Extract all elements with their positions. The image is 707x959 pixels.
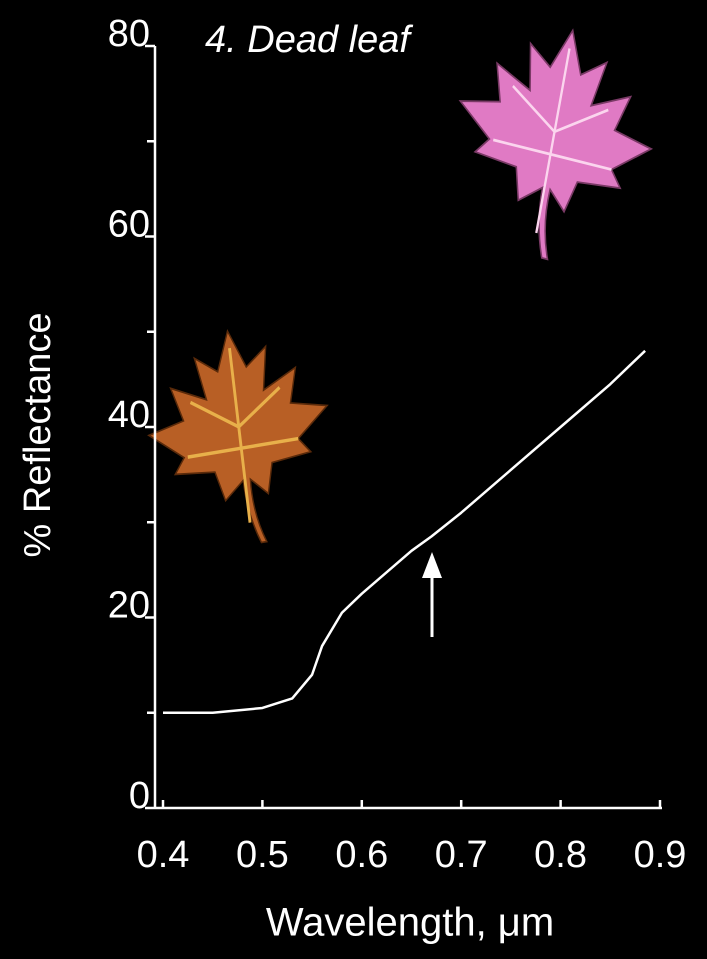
y-tick-label: 20: [108, 585, 150, 627]
chart-title: 4. Dead leaf: [205, 19, 413, 61]
x-tick-label: 0.5: [236, 834, 289, 876]
x-axis-label: Wavelength, μm: [266, 901, 554, 945]
chart: 4. Dead leaf Wavelength, μm % Reflectanc…: [0, 0, 707, 959]
arrow: [422, 552, 442, 637]
x-tick-label: 0.7: [435, 834, 488, 876]
pink-leaf: [437, 7, 668, 280]
y-tick-label: 40: [108, 394, 150, 436]
x-tick-label: 0.8: [534, 834, 587, 876]
orange-leaf: [138, 316, 341, 559]
x-tick-label: 0.6: [335, 834, 388, 876]
y-tick-label: 60: [108, 204, 150, 246]
x-tick-label: 0.4: [137, 834, 190, 876]
y-axis-label: % Reflectance: [17, 312, 59, 557]
y-tick-label: 0: [129, 775, 150, 817]
page: {"chart_data": {"type": "line", "title":…: [0, 0, 707, 959]
x-tick-label: 0.9: [634, 834, 687, 876]
y-tick-label: 80: [108, 13, 150, 55]
